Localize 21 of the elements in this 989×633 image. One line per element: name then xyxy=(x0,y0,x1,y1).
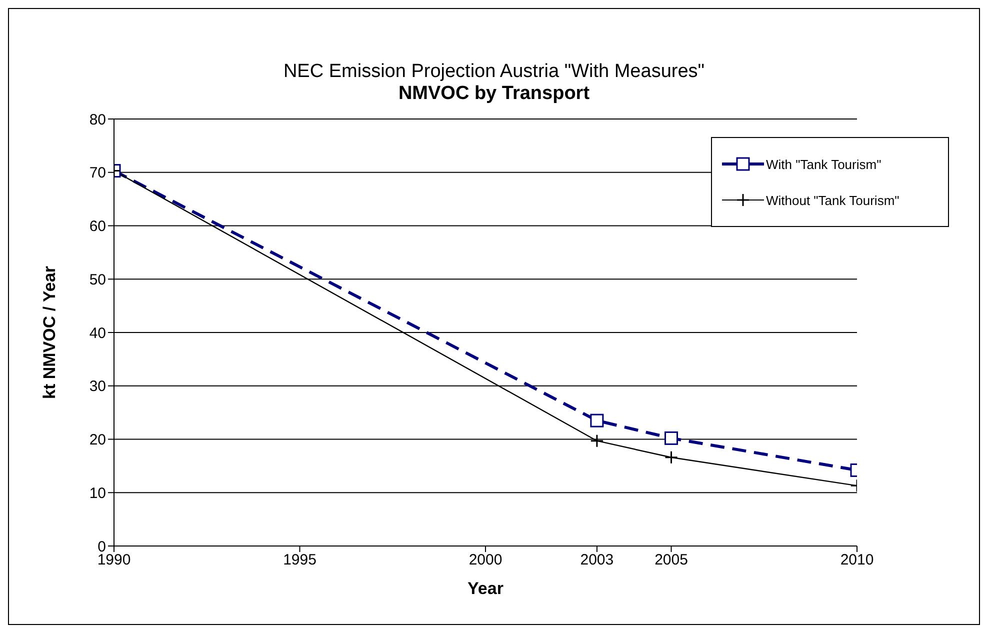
y-tick-label: 30 xyxy=(89,378,106,396)
y-tick-label: 10 xyxy=(89,484,106,502)
legend-label: With "Tank Tourism" xyxy=(766,156,882,172)
y-tick-label: 80 xyxy=(89,111,106,128)
point xyxy=(590,434,604,448)
y-tick-label: 50 xyxy=(89,271,106,288)
y-tick-label: 60 xyxy=(89,218,106,236)
x-tick-label: 1995 xyxy=(283,552,316,569)
x-tick-label: 2005 xyxy=(654,552,688,569)
y-axis-title: kt NMVOC / Year xyxy=(40,266,60,399)
y-tick-label: 20 xyxy=(89,432,106,449)
x-tick-label: 2010 xyxy=(840,552,874,569)
legend-label: Without "Tank Tourism" xyxy=(766,192,900,208)
y-tick-label: 70 xyxy=(89,164,106,182)
point xyxy=(664,450,678,464)
chart-subtitle: NMVOC by Transport xyxy=(397,83,591,105)
chart-title: NEC Emission Projection Austria "With Measures" xyxy=(282,61,706,83)
x-tick-label: 2000 xyxy=(468,552,502,569)
x-tick-label: 2003 xyxy=(580,552,614,569)
y-tick-label: 40 xyxy=(89,324,106,342)
x-axis-title: Year xyxy=(468,579,504,598)
